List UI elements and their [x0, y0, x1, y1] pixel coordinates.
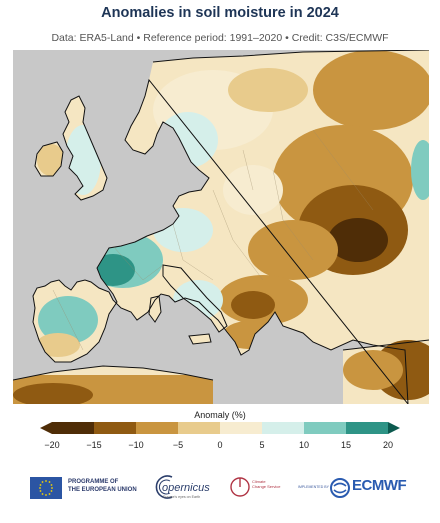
- c3s-text-line: Change Service: [252, 484, 281, 489]
- eu-flag-icon: [30, 477, 62, 499]
- legend-tick-label: 5: [259, 440, 265, 450]
- soil-moisture-map: [13, 50, 429, 404]
- colorbar-arrow-left: [40, 422, 52, 434]
- europe-map-graphic: [13, 50, 429, 404]
- c3s-name: Climate Change Service: [252, 479, 292, 489]
- implemented-by-label: IMPLEMENTED BY: [298, 485, 329, 489]
- c3s-text-line: Climate: [252, 479, 266, 484]
- footer-logos: PROGRAMME OF THE EUROPEAN UNION opernicu…: [0, 468, 440, 508]
- legend-tick-label: −20: [44, 440, 60, 450]
- colorbar-segment: [220, 422, 262, 434]
- map-title: Anomalies in soil moisture in 2024: [101, 5, 339, 21]
- eu-text-line: THE EUROPEAN UNION: [68, 487, 137, 493]
- map-subtitle: Data: ERA5-Land • Reference period: 1991…: [51, 32, 389, 44]
- legend-tick-label: −10: [128, 440, 144, 450]
- copernicus-name: opernicus: [162, 482, 210, 494]
- copernicus-logo-icon: [155, 475, 173, 499]
- ecmwf-name: ECMWF: [352, 477, 407, 494]
- legend-colorbar: [40, 422, 400, 434]
- legend-tick-label: 20: [382, 440, 394, 450]
- colorbar-segment: [304, 422, 346, 434]
- eu-text-line: PROGRAMME OF: [68, 479, 119, 485]
- ecmwf-logo-icon: [330, 478, 350, 498]
- legend-tick-label: −15: [86, 440, 102, 450]
- colorbar-segment: [346, 422, 388, 434]
- colorbar-segment: [52, 422, 94, 434]
- copernicus-tagline: Europe's eyes on Earth: [163, 495, 201, 499]
- colorbar-segment: [262, 422, 304, 434]
- legend-title: Anomaly (%): [194, 410, 246, 420]
- colorbar-arrow-right: [388, 422, 400, 434]
- colorbar-segment: [94, 422, 136, 434]
- legend-tick-label: 10: [298, 440, 310, 450]
- eu-programme-text: PROGRAMME OF THE EUROPEAN UNION: [68, 478, 138, 494]
- legend-tick-label: 15: [340, 440, 352, 450]
- colorbar-segment: [136, 422, 178, 434]
- legend-tick-label: 0: [217, 440, 223, 450]
- c3s-logo-icon: [230, 477, 250, 497]
- colorbar-segment: [178, 422, 220, 434]
- legend-tick-label: −5: [172, 440, 184, 450]
